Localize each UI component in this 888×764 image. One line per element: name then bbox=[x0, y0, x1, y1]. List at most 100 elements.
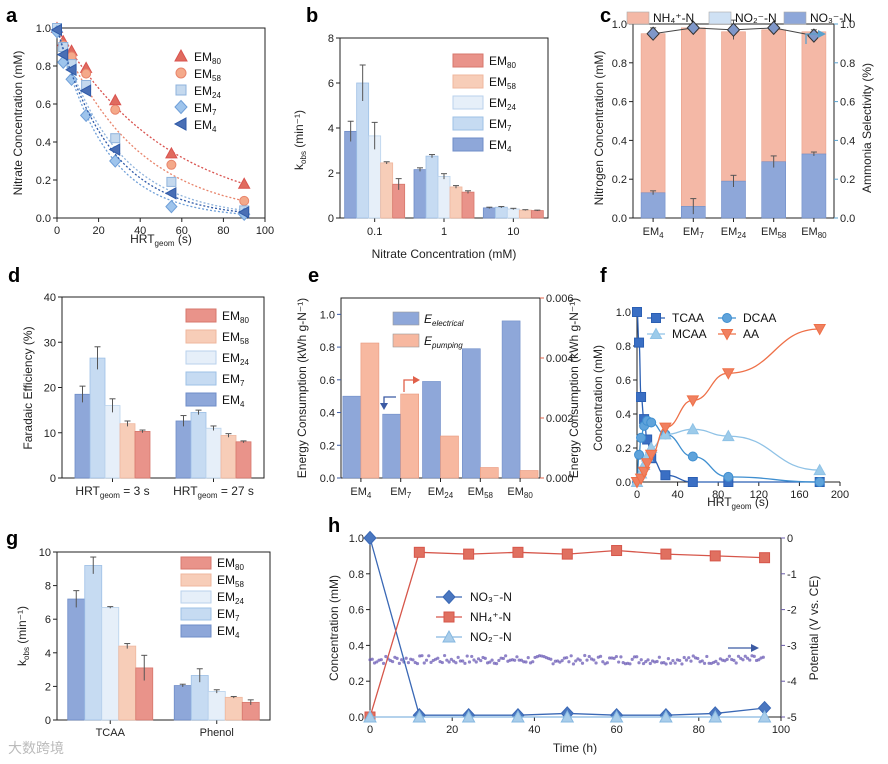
x-tick-label: EM7 bbox=[390, 486, 412, 500]
bar-EM80 bbox=[235, 441, 252, 479]
y2-tick-label: 0.002 bbox=[546, 413, 574, 425]
y2-tick-label: 0 bbox=[787, 533, 793, 545]
legend-swatch-electrical bbox=[392, 311, 420, 326]
potential-point bbox=[637, 661, 641, 665]
potential-point bbox=[445, 658, 449, 662]
potential-point bbox=[648, 661, 652, 666]
selectivity-point bbox=[686, 20, 700, 36]
legend-marker-no3 bbox=[442, 589, 456, 605]
point-NO2-N bbox=[659, 709, 673, 723]
y2-tick-label: -2 bbox=[787, 605, 797, 617]
y-tick-label: 0.6 bbox=[616, 375, 631, 387]
legend-marker-mcaa bbox=[649, 327, 663, 339]
y-axis-label: Nitrogen Concentration (mM) bbox=[592, 51, 606, 206]
y-tick-label: 6 bbox=[45, 614, 51, 626]
y-tick-label: 8 bbox=[328, 33, 334, 45]
y-tick-label: 20 bbox=[44, 383, 56, 395]
selectivity-point bbox=[726, 22, 741, 38]
panel-letter-h: h bbox=[328, 515, 340, 537]
legend-label-nh4: NH₄⁺-N bbox=[470, 610, 511, 624]
potential-point bbox=[375, 660, 379, 664]
y2-tick-label: 0.004 bbox=[546, 353, 574, 365]
potential-point bbox=[716, 662, 720, 666]
potential-point bbox=[379, 658, 383, 662]
y2-tick-label: 0.6 bbox=[840, 97, 855, 109]
legend-swatch-em7 bbox=[180, 607, 212, 621]
plot-frame bbox=[56, 27, 266, 219]
x-tick-label: 160 bbox=[790, 489, 808, 501]
y2-tick-label: 0.4 bbox=[840, 135, 855, 147]
bar-EM4 bbox=[74, 393, 91, 479]
y-tick-label: 0.6 bbox=[612, 97, 627, 109]
x-tick-label: 100 bbox=[256, 225, 274, 237]
x-tick-label: EM80 bbox=[507, 486, 533, 500]
legend-label-em58: EM58 bbox=[489, 75, 516, 91]
legend-label-no3: NO₃⁻-N bbox=[470, 590, 512, 604]
legend-label-em24: EM24 bbox=[489, 96, 516, 112]
bar-pumping bbox=[519, 470, 539, 479]
legend-marker-em80 bbox=[174, 48, 188, 62]
legend-swatch-em80 bbox=[185, 308, 217, 323]
legend-label-em24: EM24 bbox=[194, 84, 221, 100]
point-NO2-N bbox=[708, 709, 723, 723]
bar-EM4 bbox=[175, 420, 192, 479]
legend-ammonium-swatch bbox=[626, 11, 650, 25]
x-tick-label: 80 bbox=[712, 489, 724, 501]
y2-axis-label: Ammonia Selectivity (%) bbox=[860, 63, 874, 193]
point-NO3-N bbox=[363, 530, 377, 546]
potential-point bbox=[655, 659, 659, 664]
x-tick-label: 60 bbox=[176, 225, 188, 237]
y-tick-label: 0.6 bbox=[320, 375, 335, 387]
potential-point bbox=[490, 658, 494, 662]
y-tick-label: 8 bbox=[45, 581, 51, 593]
point-NH4-N bbox=[512, 546, 524, 558]
y-tick-label: 0.2 bbox=[36, 175, 51, 187]
y-tick-label: 1.0 bbox=[616, 307, 631, 319]
legend-nitrate-label: NO₃⁻-N bbox=[810, 11, 852, 25]
point-EM4 bbox=[56, 48, 69, 61]
potential-point bbox=[551, 662, 555, 666]
potential-point bbox=[617, 660, 621, 664]
potential-point bbox=[519, 658, 524, 662]
bar-EM7 bbox=[425, 155, 439, 219]
bar-EM58 bbox=[380, 162, 394, 219]
x-axis-label: Nitrate Concentration (mM) bbox=[372, 247, 517, 261]
legend-swatch-em7 bbox=[185, 371, 217, 386]
potential-point bbox=[592, 658, 596, 662]
selectivity-point bbox=[767, 20, 781, 36]
potential-point bbox=[513, 658, 517, 662]
point-NO2-N bbox=[461, 709, 476, 723]
legend-label-em4: EM4 bbox=[194, 118, 217, 134]
bar-electrical bbox=[422, 381, 441, 479]
potential-point bbox=[680, 662, 684, 666]
x-tick-label: 120 bbox=[750, 489, 768, 501]
point-EM4 bbox=[237, 205, 250, 219]
potential-point bbox=[515, 655, 519, 659]
plot-frame bbox=[56, 551, 271, 721]
y-tick-label: 0.0 bbox=[36, 213, 51, 225]
y-tick-label: 4 bbox=[328, 123, 334, 135]
bar-EM24 bbox=[207, 691, 226, 721]
potential-point bbox=[741, 658, 745, 662]
potential-point bbox=[657, 655, 661, 659]
potential-point bbox=[397, 661, 401, 665]
y-axis-label: kobs (min⁻¹) bbox=[15, 606, 31, 666]
y-axis-label: Faradaic Efficiency (%) bbox=[21, 326, 35, 449]
potential-point bbox=[524, 660, 528, 664]
point-NO2-N bbox=[560, 709, 575, 723]
potential-point bbox=[714, 659, 718, 664]
bar-EM7 bbox=[190, 411, 207, 479]
bar-EM80 bbox=[134, 430, 151, 479]
y2-axis-label: Potential (V vs. CE) bbox=[807, 576, 821, 681]
bar-EM24 bbox=[506, 208, 520, 219]
panel-b-bar-chart: 0 2 4 6 8 kobs (min⁻¹) Nitrate Concentration (… bbox=[292, 33, 549, 261]
point-TCAA bbox=[634, 337, 645, 348]
point-TCAA bbox=[632, 307, 642, 317]
legend-swatch-pumping bbox=[392, 333, 420, 348]
legend-label-em24: EM24 bbox=[222, 351, 249, 367]
potential-point bbox=[743, 654, 747, 658]
y-tick-label: 0.8 bbox=[616, 341, 631, 353]
legend-label-electrical: Eelectrical bbox=[424, 312, 464, 328]
x-tick-label: 1 bbox=[441, 226, 447, 238]
bar-EM4 bbox=[67, 598, 86, 721]
